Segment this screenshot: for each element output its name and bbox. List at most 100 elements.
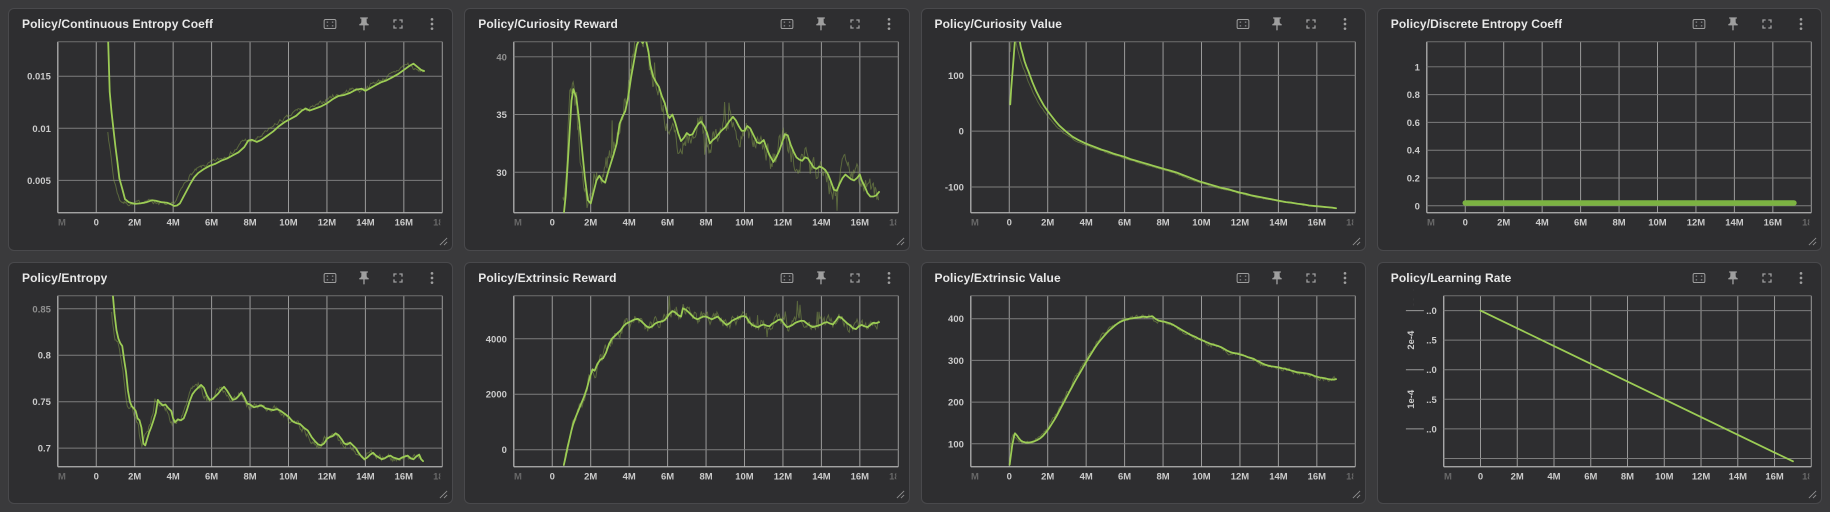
fit-to-data-icon[interactable] xyxy=(1691,270,1707,286)
x-axis-labels: 0 2M 4M 6M 8M 10M 12M 14M 16M -2M 18M xyxy=(58,471,440,482)
more-options-icon[interactable] xyxy=(1337,270,1353,286)
chart-canvas[interactable]: 0.005 0.01 0.015 0 2M 4M 6M 8M 10M 12M 14M 16M -2M 18… xyxy=(9,9,452,250)
svg-text:2e-4: 2e-4 xyxy=(1406,329,1417,349)
fit-to-data-icon[interactable] xyxy=(322,270,338,286)
fit-to-data-icon[interactable] xyxy=(1235,270,1251,286)
svg-text:0: 0 xyxy=(1478,471,1483,482)
fit-to-data-icon[interactable] xyxy=(322,16,338,32)
more-options-icon[interactable] xyxy=(881,270,897,286)
y-axis-labels: 100 200 300 400 xyxy=(948,314,964,450)
svg-text:8M: 8M xyxy=(1156,471,1169,482)
svg-text:6M: 6M xyxy=(1574,218,1587,229)
y-axis-labels: 0 2000 4000 xyxy=(486,334,507,456)
resize-handle-icon[interactable] xyxy=(1808,490,1817,499)
pin-icon[interactable] xyxy=(1725,16,1741,32)
fit-to-data-icon[interactable] xyxy=(779,16,795,32)
pin-icon[interactable] xyxy=(1725,270,1741,286)
y-axis-labels: 0 0.2 0.4 0.6 0.8 1 xyxy=(1406,62,1420,212)
more-options-icon[interactable] xyxy=(424,16,440,32)
x-axis-labels: 0 2M 4M 6M 8M 10M 12M 14M 16M -2M 18M xyxy=(971,218,1365,229)
card-actions xyxy=(779,16,897,32)
pin-icon[interactable] xyxy=(1269,16,1285,32)
fullscreen-icon[interactable] xyxy=(1303,16,1319,32)
x-axis-labels: 0 2M 4M 6M 8M 10M 12M 14M 16M -2M 18M xyxy=(1427,218,1821,229)
svg-text:18M: 18M xyxy=(1802,218,1821,229)
svg-text:12M: 12M xyxy=(1692,471,1711,482)
svg-text:12M: 12M xyxy=(318,218,337,229)
card-header: Policy/Discrete Entropy Coeff xyxy=(1378,9,1821,39)
card-actions xyxy=(779,270,897,286)
svg-text:18M: 18M xyxy=(889,218,908,229)
svg-text:12M: 12M xyxy=(1230,218,1249,229)
gridlines xyxy=(513,294,900,467)
scalar-chart-card: Policy/Curiosity Value -100 0 100 0 2M 4M 6M 8M… xyxy=(920,8,1366,251)
resize-handle-icon[interactable] xyxy=(896,490,905,499)
chart-canvas[interactable]: 0 0.2 0.4 0.6 0.8 1 0 2M 4M 6M 8M 10M 12M 14M 16M -2M 18… xyxy=(1378,9,1821,250)
more-options-icon[interactable] xyxy=(424,270,440,286)
fullscreen-icon[interactable] xyxy=(1303,270,1319,286)
more-options-icon[interactable] xyxy=(1793,16,1809,32)
smoothed-series-line xyxy=(1479,309,1794,462)
fullscreen-icon[interactable] xyxy=(847,270,863,286)
svg-text:-2M: -2M xyxy=(50,218,66,229)
fit-to-data-icon[interactable] xyxy=(779,270,795,286)
card-header: Policy/Curiosity Reward xyxy=(465,9,908,39)
more-options-icon[interactable] xyxy=(1793,270,1809,286)
card-actions xyxy=(322,16,440,32)
card-actions xyxy=(1235,16,1353,32)
y-axis-labels: 0.7 0.75 0.8 0.85 xyxy=(32,304,50,454)
chart-canvas[interactable]: -100 0 100 0 2M 4M 6M 8M 10M 12M 14M 16M -2M 18M xyxy=(922,9,1365,250)
panel-title: Policy/Continuous Entropy Coeff xyxy=(22,17,214,31)
y-axis-labels: ..0 ..5 ..0 ..5 ..0 xyxy=(1426,306,1437,435)
fullscreen-icon[interactable] xyxy=(390,270,406,286)
card-actions xyxy=(1235,270,1353,286)
svg-text:0: 0 xyxy=(94,471,99,482)
svg-text:12M: 12M xyxy=(774,471,793,482)
fit-to-data-icon[interactable] xyxy=(1235,16,1251,32)
panel-title: Policy/Discrete Entropy Coeff xyxy=(1390,17,1563,31)
more-options-icon[interactable] xyxy=(881,16,897,32)
chart-canvas[interactable]: 0 2000 4000 0 2M 4M 6M 8M 10M 12M 14M 16M -2M 18M xyxy=(465,263,908,504)
more-options-icon[interactable] xyxy=(1337,16,1353,32)
y-axis-labels: 30 35 40 xyxy=(497,52,508,178)
svg-text:14M: 14M xyxy=(1725,218,1744,229)
scalar-chart-card: Policy/Discrete Entropy Coeff 0 0.2 0.4 0.6… xyxy=(1376,8,1822,251)
resize-handle-icon[interactable] xyxy=(1352,237,1361,246)
chart-canvas[interactable]: ..0 ..5 ..0 ..5 ..0 2e-4 1e-4 3e-4 0 2M 4M 6M 8M 10M 1… xyxy=(1378,263,1821,504)
chart-canvas[interactable]: 0.7 0.75 0.8 0.85 0 2M 4M 6M 8M 10M 12M 14M 16M -2M 18… xyxy=(9,263,452,504)
x-axis-labels: 0 2M 4M 6M 8M 10M 12M 14M 16M -2M 18M xyxy=(971,471,1353,482)
svg-text:2M: 2M xyxy=(1041,471,1054,482)
pin-icon[interactable] xyxy=(1269,270,1285,286)
resize-handle-icon[interactable] xyxy=(896,237,905,246)
fullscreen-icon[interactable] xyxy=(390,16,406,32)
resize-handle-icon[interactable] xyxy=(1808,237,1817,246)
svg-text:16M: 16M xyxy=(395,218,414,229)
resize-handle-icon[interactable] xyxy=(1352,490,1361,499)
svg-text:18M: 18M xyxy=(1346,218,1365,229)
svg-text:0.8: 0.8 xyxy=(38,350,51,361)
chart-canvas[interactable]: 100 200 300 400 0 2M 4M 6M 8M 10M 12M 14M 16M -2M 18M xyxy=(922,263,1365,504)
scalar-chart-card: Policy/Extrinsic Value 100 200 300 400 0 2M 4M… xyxy=(920,261,1366,504)
pin-icon[interactable] xyxy=(356,16,372,32)
svg-text:0: 0 xyxy=(1006,471,1011,482)
svg-text:10M: 10M xyxy=(279,218,298,229)
fullscreen-icon[interactable] xyxy=(847,16,863,32)
svg-text:4M: 4M xyxy=(623,218,636,229)
svg-text:16M: 16M xyxy=(395,471,414,482)
svg-text:10M: 10M xyxy=(1192,471,1211,482)
svg-text:100: 100 xyxy=(948,71,964,82)
panel-title: Policy/Curiosity Reward xyxy=(478,17,618,31)
svg-text:2000: 2000 xyxy=(486,389,507,400)
fullscreen-icon[interactable] xyxy=(1759,16,1775,32)
svg-text:18M: 18M xyxy=(889,471,908,482)
svg-text:4M: 4M xyxy=(1079,218,1092,229)
pin-icon[interactable] xyxy=(356,270,372,286)
pin-icon[interactable] xyxy=(813,16,829,32)
pin-icon[interactable] xyxy=(813,270,829,286)
fullscreen-icon[interactable] xyxy=(1759,270,1775,286)
svg-text:14M: 14M xyxy=(356,218,375,229)
chart-canvas[interactable]: 30 35 40 0 2M 4M 6M 8M 10M 12M 14M 16M -2M 18M xyxy=(465,9,908,250)
fit-to-data-icon[interactable] xyxy=(1691,16,1707,32)
resize-handle-icon[interactable] xyxy=(439,237,448,246)
resize-handle-icon[interactable] xyxy=(439,490,448,499)
